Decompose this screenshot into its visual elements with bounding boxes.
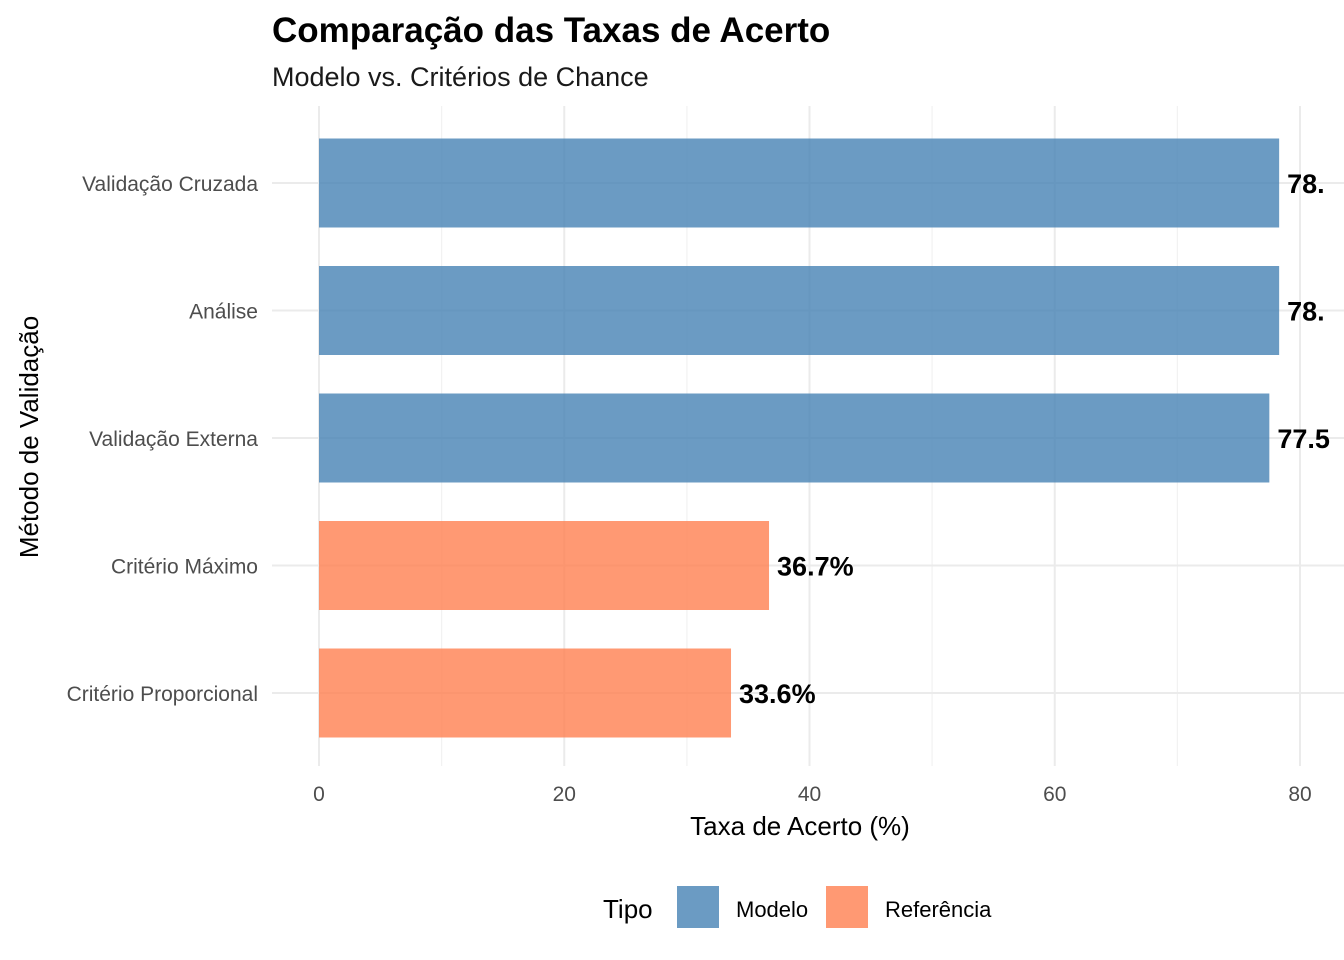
y-axis-tick-labels: Validação Cruzada Análise Validação Extern…	[67, 173, 259, 706]
data-label: 33.6%	[739, 679, 816, 709]
data-label: 78.	[1287, 169, 1325, 199]
legend-swatch-referencia	[826, 886, 868, 928]
legend: Tipo Modelo Referência	[603, 886, 992, 928]
y-tick-label: Análise	[189, 301, 258, 324]
x-axis-title: Taxa de Acerto (%)	[690, 811, 910, 841]
bar	[319, 521, 770, 610]
data-label: 77.5	[1277, 424, 1330, 454]
y-tick-label: Critério Máximo	[111, 556, 258, 579]
x-tick-label: 20	[553, 783, 576, 806]
legend-title: Tipo	[603, 894, 653, 924]
y-tick-label: Critério Proporcional	[67, 683, 258, 706]
data-label: 78.	[1287, 297, 1325, 327]
bar	[319, 138, 1280, 228]
bar	[319, 266, 1280, 355]
legend-label-referencia: Referência	[885, 897, 992, 922]
data-labels: 78. 78. 77.5 36.7% 33.6%	[739, 169, 1330, 709]
x-tick-label: 60	[1043, 783, 1066, 806]
bar	[319, 648, 732, 738]
x-tick-label: 40	[798, 783, 821, 806]
x-axis-tick-labels: 0 20 40 60 80	[313, 783, 1312, 806]
data-label: 36.7%	[777, 552, 854, 582]
bar	[319, 393, 1270, 483]
legend-swatch-modelo	[677, 886, 719, 928]
y-axis-title: Método de Validação	[14, 316, 44, 558]
x-tick-label: 80	[1288, 783, 1311, 806]
x-tick-label: 0	[313, 783, 325, 806]
bar-group	[319, 138, 1280, 738]
y-tick-label: Validação Externa	[89, 428, 258, 451]
legend-label-modelo: Modelo	[736, 897, 808, 922]
chart-subtitle: Modelo vs. Critérios de Chance	[272, 62, 649, 92]
y-tick-label: Validação Cruzada	[82, 173, 258, 196]
chart-title: Comparação das Taxas de Acerto	[272, 11, 830, 50]
